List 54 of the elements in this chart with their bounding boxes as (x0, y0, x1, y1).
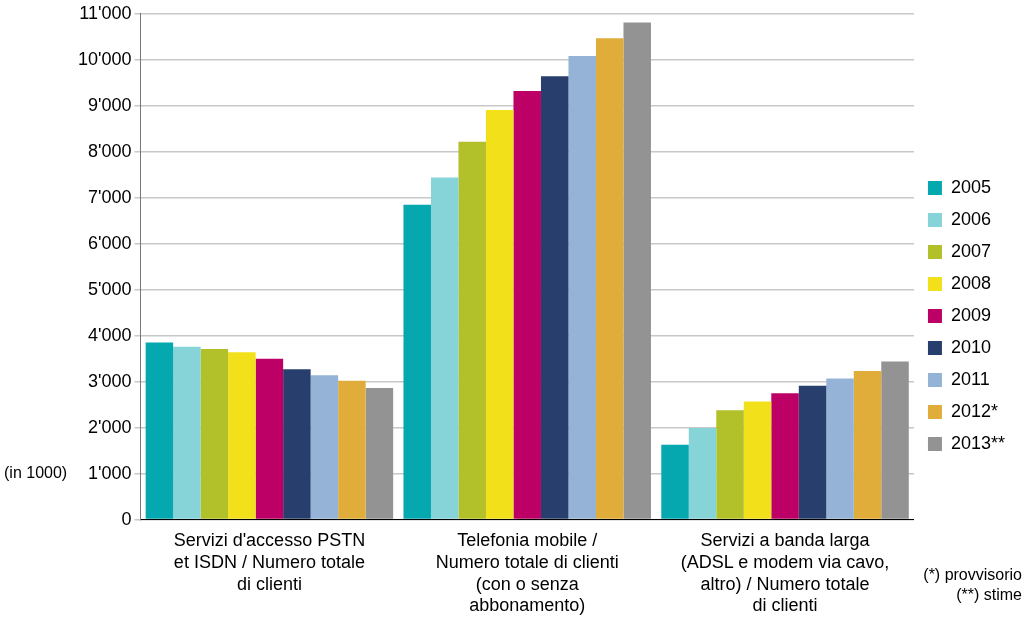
bar (458, 141, 486, 519)
bar (513, 91, 541, 519)
bar (688, 428, 717, 519)
y-tick-label: 10'000 (77, 48, 132, 69)
legend-label: 2013** (950, 432, 1006, 453)
x-tick-label: Telefonia mobile / Numero totale di clienti (con o senza abbonamento) (435, 530, 619, 616)
text: (*) provvisorio (923, 566, 1023, 584)
bar (661, 444, 689, 519)
x-tick-label: Servizi d'accesso PSTN et ISDN / Numero totale di clienti (173, 530, 366, 594)
text: (**) stime (956, 586, 1023, 604)
y-tick-label: 5'000 (88, 278, 132, 299)
bar (365, 388, 394, 519)
bar (485, 109, 514, 519)
bar (255, 358, 284, 519)
y-tick-label: 2'000 (88, 416, 132, 437)
bar (145, 342, 174, 519)
y-tick-label: 8'000 (88, 140, 132, 161)
legend-label: 2009 (950, 304, 991, 325)
bar (403, 204, 431, 519)
bar (881, 361, 909, 519)
bar (595, 38, 624, 519)
y-tick-label: 4'000 (88, 324, 132, 345)
bar (853, 371, 882, 519)
bar (430, 177, 459, 519)
y-tick-label: 6'000 (88, 232, 132, 253)
y-tick-label: 1'000 (88, 462, 132, 483)
legend-label: 2008 (950, 272, 991, 293)
bar (283, 369, 311, 519)
bar (568, 56, 596, 519)
y-tick-label: 11'000 (79, 2, 132, 23)
bar (743, 401, 772, 519)
y-tick-label: 3'000 (88, 370, 132, 391)
bar (200, 349, 229, 519)
y-tick-label: 7'000 (88, 186, 132, 207)
legend-label: 2007 (950, 240, 991, 261)
bar (173, 346, 201, 519)
bar (338, 380, 366, 519)
legend-label: 2005 (950, 176, 991, 197)
y-axis-title: (in 1000) (4, 464, 68, 482)
bar (228, 352, 256, 519)
bar (826, 378, 854, 519)
bar (540, 76, 569, 519)
x-tick-label: Servizi a banda larga (ADSL e modem via cavo, altro) / Numero totale di clienti (680, 530, 890, 616)
legend-label: 2012* (950, 400, 999, 421)
bar (798, 385, 827, 519)
bar (623, 22, 651, 519)
y-tick-label: 9'000 (88, 94, 132, 115)
legend-label: 2010 (950, 336, 991, 357)
y-tick-label: 0 (121, 508, 132, 529)
bar (310, 375, 339, 519)
legend-label: 2006 (950, 208, 991, 229)
bar (716, 410, 744, 519)
bar (771, 393, 799, 519)
legend-label: 2011 (950, 368, 990, 389)
